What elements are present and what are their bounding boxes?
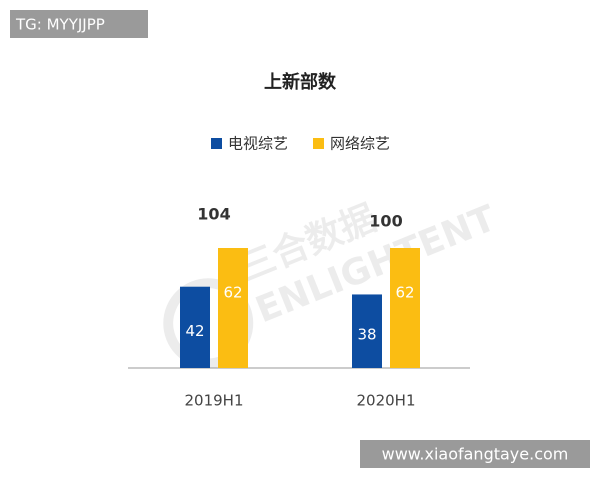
- total-label: 100: [369, 212, 402, 231]
- total-label: 104: [197, 205, 230, 224]
- legend-swatch: [313, 138, 324, 149]
- bar: [180, 286, 210, 368]
- bar: [218, 248, 248, 368]
- legend-swatch: [211, 138, 222, 149]
- legend-label: 电视综艺: [228, 135, 288, 153]
- site-box: [360, 440, 590, 468]
- x-tick-label: 2020H1: [357, 392, 416, 410]
- site: www.xiaofangtaye.com: [382, 445, 569, 464]
- value-label: 42: [185, 322, 204, 340]
- legend-label: 网络综艺: [330, 135, 390, 153]
- value-label: 38: [357, 326, 376, 344]
- bar: [390, 248, 420, 368]
- chart-title: 上新部数: [264, 71, 337, 93]
- value-label: 62: [395, 284, 414, 302]
- x-tick-label: 2019H1: [185, 392, 244, 410]
- value-label: 62: [223, 284, 242, 302]
- tag-box: [10, 10, 148, 38]
- tag: TG: MYYJJPP: [15, 16, 105, 34]
- bar: [352, 294, 382, 368]
